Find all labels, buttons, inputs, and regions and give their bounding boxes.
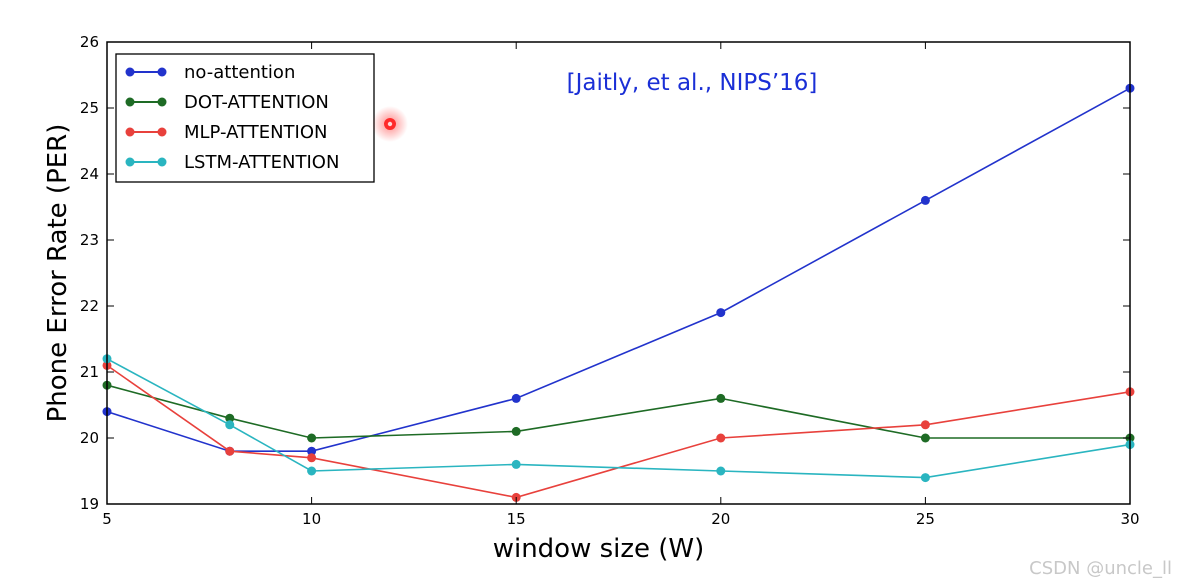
legend-marker-mlp-attention [157, 127, 167, 137]
x-tick-label: 25 [916, 510, 935, 528]
y-tick-label: 19 [80, 495, 99, 513]
data-point-mlp-attention [307, 453, 317, 463]
data-point-lstm-attention [716, 466, 726, 476]
legend-label-dot-attention: DOT-ATTENTION [184, 92, 329, 113]
data-point-dot-attention [511, 426, 521, 436]
x-tick-label: 20 [711, 510, 730, 528]
legend-label-no-attention: no-attention [184, 62, 295, 83]
x-tick-label: 10 [302, 510, 321, 528]
legend-marker-no-attention [157, 67, 167, 77]
data-point-dot-attention [307, 433, 317, 443]
y-tick-label: 20 [80, 429, 99, 447]
series-line-lstm-attention [106, 358, 1131, 479]
data-point-mlp-attention [920, 420, 930, 430]
legend-marker-lstm-attention [157, 157, 167, 167]
legend-marker-dot-attention [125, 97, 135, 107]
watermark: CSDN @uncle_ll [1029, 558, 1172, 579]
y-tick-label: 22 [80, 297, 99, 315]
y-tick-label: 23 [80, 231, 99, 249]
legend-marker-dot-attention [157, 97, 167, 107]
data-point-no-attention [920, 195, 930, 205]
series-line-dot-attention [106, 384, 1130, 439]
y-tick-label: 24 [80, 165, 99, 183]
data-point-no-attention [511, 393, 521, 403]
data-point-no-attention [716, 308, 726, 318]
y-tick-label: 21 [80, 363, 99, 381]
y-axis-label: Phone Error Rate (PER) [43, 124, 73, 423]
data-point-dot-attention [716, 393, 726, 403]
data-point-dot-attention [920, 433, 930, 443]
data-point-lstm-attention [225, 420, 235, 430]
legend-label-mlp-attention: MLP-ATTENTION [184, 122, 327, 143]
data-point-dot-attention [225, 413, 235, 423]
citation-annotation: [Jaitly, et al., NIPS’16] [567, 70, 818, 96]
data-point-no-attention [307, 446, 317, 456]
y-tick-label: 25 [80, 99, 99, 117]
x-tick-label: 15 [507, 510, 526, 528]
x-tick-label: 5 [102, 510, 112, 528]
cursor-indicator [372, 106, 408, 142]
x-axis-label: window size (W) [493, 534, 705, 564]
data-point-mlp-attention [225, 446, 235, 456]
data-point-mlp-attention [716, 433, 726, 443]
plot-frame [106, 41, 1131, 505]
x-tick-label: 30 [1120, 510, 1139, 528]
legend-marker-lstm-attention [125, 157, 135, 167]
y-tick-label: 26 [80, 33, 99, 51]
data-point-lstm-attention [920, 473, 930, 483]
series-line-mlp-attention [106, 364, 1131, 499]
legend: no-attention DOT-ATTENTION MLP-ATTENTION LS… [115, 53, 375, 183]
legend-label-lstm-attention: LSTM-ATTENTION [184, 152, 339, 173]
legend-marker-no-attention [125, 67, 135, 77]
cursor-core [387, 121, 393, 127]
legend-marker-mlp-attention [125, 127, 135, 137]
data-point-lstm-attention [307, 466, 317, 476]
data-point-lstm-attention [511, 459, 521, 469]
